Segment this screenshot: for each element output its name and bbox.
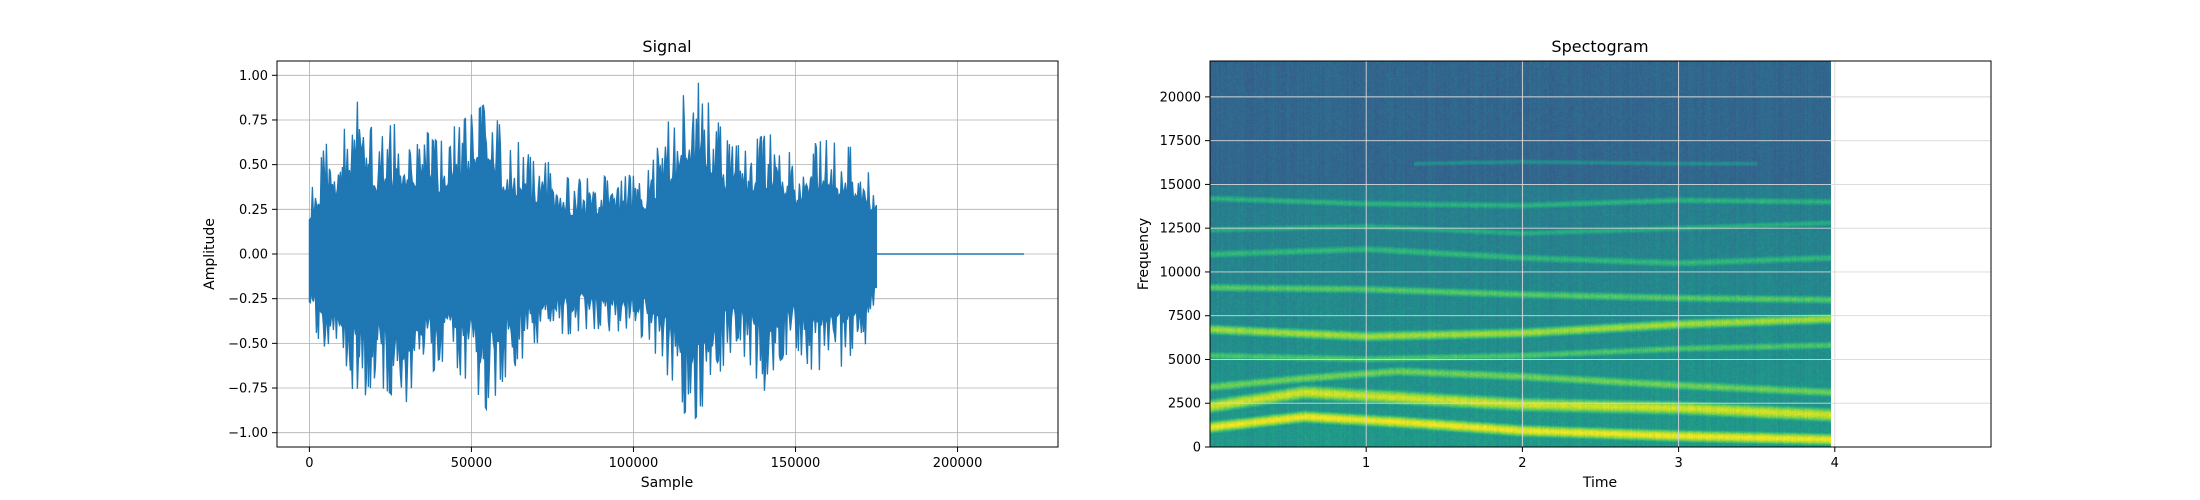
spectrogram-y-tick-label: 5000 xyxy=(1168,353,1201,368)
spectrogram-ticks: 1 2 3 4 0 2500 5000 7500 10000 12500 15000 17500 200… xyxy=(1160,90,1839,471)
signal-title: Signal xyxy=(642,37,691,56)
signal-x-tick-label: 100000 xyxy=(609,456,659,471)
signal-y-tick-label: −0.75 xyxy=(228,382,268,397)
signal-y-tick-label: −0.50 xyxy=(228,337,268,352)
spectrogram-y-tick-label: 0 xyxy=(1193,441,1201,456)
spectrogram-y-tick-label: 15000 xyxy=(1160,178,1201,193)
signal-chart: 0 50000 100000 150000 200000 −1.00 −0.75 −0.50 −… xyxy=(202,37,1059,491)
spectrogram-y-axis-label: Frequency xyxy=(1136,218,1152,290)
signal-x-tick-label: 200000 xyxy=(933,456,983,471)
spectrogram-y-tick-label: 17500 xyxy=(1160,134,1201,149)
spectrogram-x-tick-label: 4 xyxy=(1831,456,1839,471)
signal-y-axis-label: Amplitude xyxy=(202,218,218,290)
spectrogram-x-tick-label: 2 xyxy=(1518,456,1526,471)
signal-x-tick-label: 150000 xyxy=(771,456,821,471)
spectrogram-y-tick-label: 10000 xyxy=(1160,265,1201,280)
signal-ticks: 0 50000 100000 150000 200000 −1.00 −0.75 −0.50 −… xyxy=(228,69,982,471)
spectrogram-image xyxy=(1210,61,1831,447)
signal-y-tick-label: 0.50 xyxy=(239,158,268,173)
signal-y-tick-label: 0.00 xyxy=(239,248,268,263)
spectrogram-y-tick-label: 20000 xyxy=(1160,90,1201,105)
signal-x-tick-label: 50000 xyxy=(451,456,492,471)
spectrogram-y-tick-label: 7500 xyxy=(1168,309,1201,324)
spectrogram-plot-frame xyxy=(1209,60,1992,448)
spectrogram-y-tick-label: 12500 xyxy=(1160,222,1201,237)
signal-y-tick-label: 0.75 xyxy=(239,113,268,128)
spectrogram-x-tick-label: 1 xyxy=(1362,456,1370,471)
spectrogram-image-container xyxy=(1210,61,1831,447)
spectrogram-chart: 1 2 3 4 0 2500 5000 7500 10000 12500 15000 17500 200… xyxy=(1136,37,1992,491)
signal-y-tick-label: −0.25 xyxy=(228,292,268,307)
signal-y-tick-label: −1.00 xyxy=(228,426,268,441)
signal-x-axis-label: Sample xyxy=(641,475,694,491)
spectrogram-y-tick-label: 2500 xyxy=(1168,397,1201,412)
spectrogram-title: Spectogram xyxy=(1551,37,1648,56)
signal-y-tick-label: 1.00 xyxy=(239,69,268,84)
spectrogram-x-axis-label: Time xyxy=(1582,475,1617,491)
signal-y-tick-label: 0.25 xyxy=(239,203,268,218)
signal-waveform-outline xyxy=(308,82,878,420)
signal-x-tick-label: 0 xyxy=(305,456,313,471)
spectrogram-x-tick-label: 3 xyxy=(1674,456,1682,471)
